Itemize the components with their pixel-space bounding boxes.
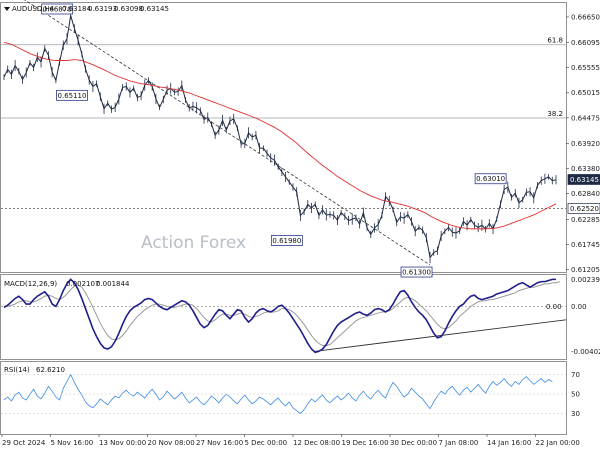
price-pane-frame <box>0 2 567 273</box>
price-annotations: 0.66870 0.65110 0.61980 0.63010 0.61300 <box>41 3 507 278</box>
price-header-high: 0.63193 <box>88 5 117 13</box>
y-tick-label: 0.65015 <box>571 89 600 97</box>
rsi-header-value: 62.6210 <box>36 366 65 374</box>
collapse-triangle-icon <box>4 7 10 11</box>
price-header-close: 0.63145 <box>140 5 169 13</box>
price-annotation: 0.65110 <box>56 89 88 101</box>
fib-level-label: 38.2 <box>547 110 563 118</box>
price-y-axis: 0.66650 0.66095 0.65555 0.65015 0.64475 0.639… <box>566 13 600 274</box>
annotation-box <box>41 3 74 15</box>
y-tick-label: 0.62285 <box>571 216 600 224</box>
y-tick-label: 0.65555 <box>571 64 600 72</box>
price-header-symbol: AUDUSD,H4 <box>12 5 55 13</box>
y-tick-label: 0.64475 <box>571 114 600 122</box>
macd-header-value: 0.002107 <box>66 280 99 288</box>
rsi-y-tick-label: 30 <box>571 410 580 418</box>
x-tick-label: 20 Nov 08:00 <box>148 439 195 447</box>
macd-header-name: MACD(12,26,9) <box>4 280 57 288</box>
price-header: AUDUSD,H4 0.63184 0.63193 0.63098 0.6314… <box>4 5 169 13</box>
macd-series-group <box>3 278 560 354</box>
rsi-pane-frame <box>0 361 567 435</box>
macd-pane-frame <box>0 274 567 360</box>
x-tick-label: 7 Jan 08:00 <box>439 439 479 447</box>
signal-line <box>4 281 560 347</box>
rsi-y-axis: 70 50 30 <box>1 371 580 418</box>
last-price-tag: 0.63145 <box>567 174 600 185</box>
macd-trendline-group <box>315 319 567 352</box>
macd-header-signal: 0.001844 <box>96 280 130 288</box>
x-tick-label: 22 Jan 00:00 <box>536 439 580 447</box>
annotation-label: 0.66870 <box>43 6 72 14</box>
rsi-line <box>3 373 553 415</box>
annotation-label: 0.63010 <box>476 175 505 183</box>
time-axis: 29 Oct 2024 5 Nov 16:00 13 Nov 00:00 20 Nov… <box>1 434 580 447</box>
price-series-group <box>3 12 557 264</box>
ma-value-tag: 0.62520 <box>567 203 600 214</box>
y-tick-label: 0.63380 <box>571 165 600 173</box>
annotation-box <box>56 89 88 101</box>
annotation-label: 0.61300 <box>402 269 431 277</box>
macd-header: MACD(12,26,9) 0.002107 0.001844 <box>4 280 130 288</box>
macd-y-axis: 0.002399 0.00 -0.004021 0.00 <box>546 276 600 356</box>
annotation-box <box>400 266 433 278</box>
x-tick-label: 19 Dec 16:00 <box>342 439 389 447</box>
x-tick-label: 12 Dec 08:00 <box>293 439 340 447</box>
price-annotation: 0.61300 <box>400 266 433 278</box>
price-header-low: 0.63098 <box>114 5 143 13</box>
x-tick-label: 13 Nov 00:00 <box>99 439 146 447</box>
price-levels: 61.8 38.2 <box>1 37 566 209</box>
y-tick-label: 0.61205 <box>571 266 600 274</box>
price-annotation: 0.61980 <box>270 235 303 246</box>
fib-level-label: 61.8 <box>547 37 563 45</box>
rsi-y-tick-label: 50 <box>571 391 580 399</box>
x-tick-label: 30 Dec 00:00 <box>390 439 437 447</box>
ma-value-label: 0.62520 <box>570 205 599 213</box>
rsi-y-tick-label: 70 <box>571 371 580 379</box>
macd-y-tick-label: 0.002399 <box>571 276 600 284</box>
macd-line <box>3 278 556 354</box>
price-header-open: 0.63184 <box>62 5 91 13</box>
watermark: Action Forex <box>141 233 246 253</box>
y-tick-label: 0.63920 <box>571 140 600 148</box>
annotation-box <box>270 235 303 246</box>
rsi-header: RSI(14) 62.6210 <box>4 366 65 374</box>
annotation-label: 0.61980 <box>272 237 301 245</box>
price-trendline-group <box>24 0 431 266</box>
x-tick-label: 27 Nov 16:00 <box>196 439 243 447</box>
price-annotation: 0.63010 <box>474 173 507 185</box>
price-trendline <box>24 0 431 266</box>
macd-zero-label: 0.00 <box>546 303 562 311</box>
macd-y-tick-label: 0.00 <box>571 303 587 311</box>
y-tick-label: 0.66095 <box>571 39 600 47</box>
price-annotation: 0.66870 <box>41 3 74 15</box>
x-tick-label: 5 Dec 00:00 <box>245 439 288 447</box>
y-tick-label: 0.66650 <box>571 13 600 21</box>
rsi-series-group <box>3 373 553 415</box>
annotation-label: 0.65110 <box>58 92 87 100</box>
x-tick-label: 29 Oct 2024 <box>2 439 46 447</box>
rsi-header-name: RSI(14) <box>4 366 30 374</box>
macd-trendline <box>315 319 567 352</box>
price-line <box>3 15 557 259</box>
last-price-label: 0.63145 <box>570 176 599 184</box>
y-tick-label: 0.62840 <box>571 190 600 198</box>
moving-average-line <box>3 41 557 230</box>
x-tick-label: 14 Jan 16:00 <box>487 439 531 447</box>
macd-y-tick-label: -0.004021 <box>571 348 600 356</box>
annotation-box <box>474 173 507 185</box>
y-tick-label: 0.61745 <box>571 241 600 249</box>
x-tick-label: 5 Nov 16:00 <box>51 439 94 447</box>
